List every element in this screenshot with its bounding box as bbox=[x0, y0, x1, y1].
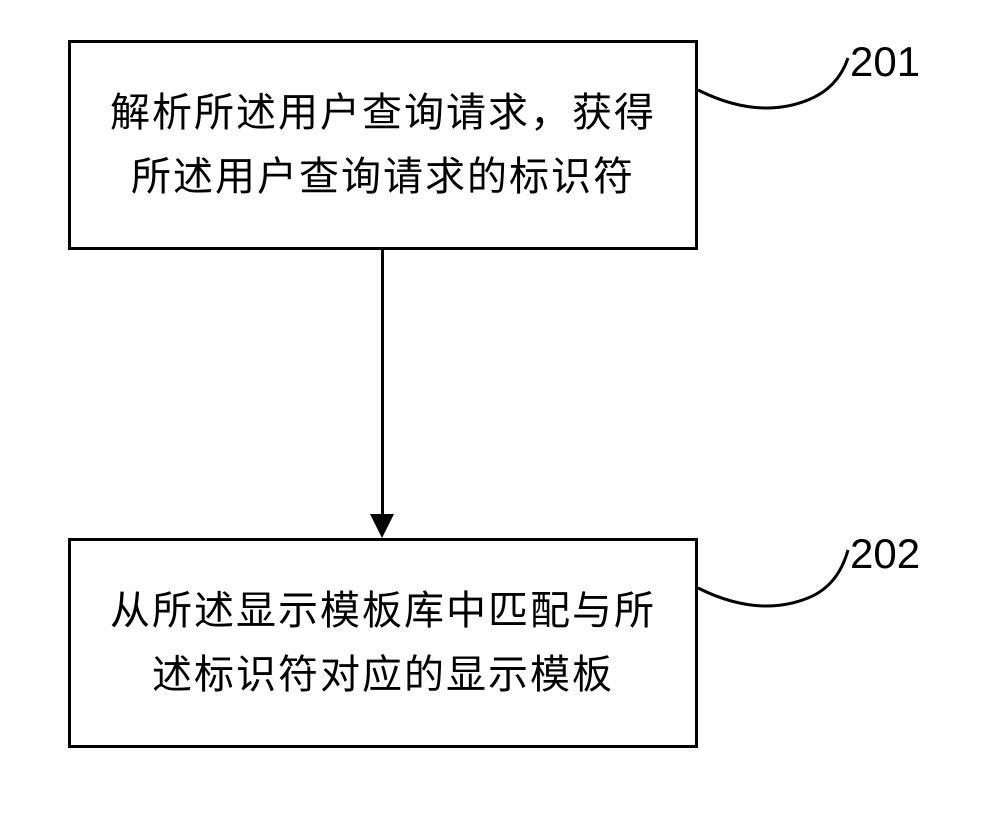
arrow-line bbox=[381, 250, 384, 515]
connector-curve-202 bbox=[698, 542, 858, 642]
arrow-head bbox=[370, 514, 394, 538]
step-201-text: 解析所述用户查询请求，获得所述用户查询请求的标识符 bbox=[91, 81, 675, 209]
step-201-label: 201 bbox=[850, 38, 920, 86]
flowchart-step-202: 从所述显示模板库中匹配与所述标识符对应的显示模板 bbox=[68, 538, 698, 748]
flowchart-step-201: 解析所述用户查询请求，获得所述用户查询请求的标识符 bbox=[68, 40, 698, 250]
step-202-text: 从所述显示模板库中匹配与所述标识符对应的显示模板 bbox=[91, 579, 675, 707]
step-202-label: 202 bbox=[850, 530, 920, 578]
connector-curve-201 bbox=[698, 50, 858, 150]
